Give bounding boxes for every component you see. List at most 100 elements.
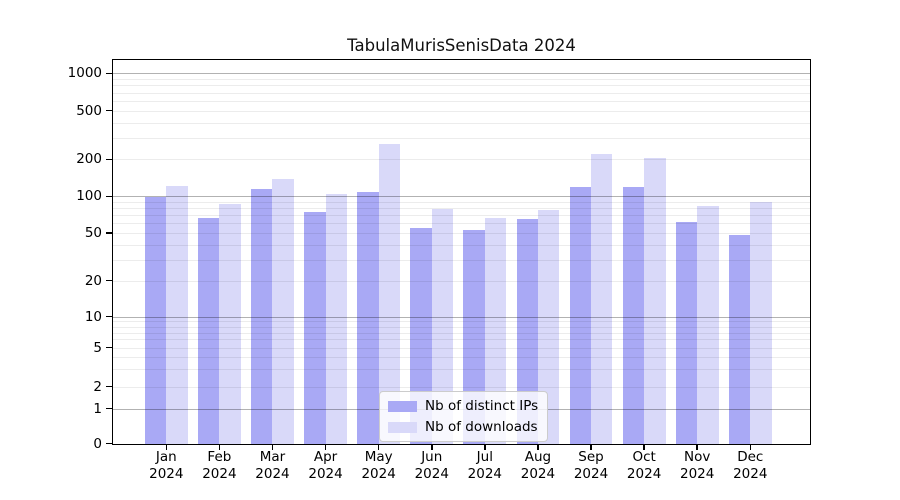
x-tick-label-line: 2024 <box>149 465 184 482</box>
y-tickmark <box>105 407 113 410</box>
bar-nb-of-distinct-ips <box>251 189 273 445</box>
x-tick-label: May 2024 <box>349 449 409 482</box>
gridline-minor <box>113 215 810 217</box>
y-tickmark <box>105 72 113 75</box>
bar-nb-of-distinct-ips <box>357 192 379 445</box>
y-tickmark <box>105 158 113 161</box>
x-tick-label-line: 2024 <box>255 465 290 482</box>
x-tickmark <box>165 445 168 450</box>
y-tickmark <box>105 195 113 198</box>
x-tickmark <box>271 445 274 450</box>
gridline-major <box>113 73 810 75</box>
bar-nb-of-downloads <box>484 217 507 445</box>
x-tickmark <box>218 445 221 450</box>
x-tick-label-line: Jun <box>421 449 443 465</box>
gridline-minor <box>113 110 810 112</box>
bar-nb-of-distinct-ips <box>463 229 485 445</box>
legend-swatch-distinct-ips <box>388 400 417 412</box>
gridline-minor <box>113 321 810 323</box>
x-tickmark <box>431 445 433 450</box>
x-tick-label-line: 2024 <box>626 465 662 482</box>
x-tickmark <box>537 445 539 450</box>
gridline-major <box>113 196 810 198</box>
x-tick-label-line: 2024 <box>467 465 502 482</box>
x-tick-label-line: Mar <box>259 449 286 465</box>
gridline-minor <box>113 208 810 210</box>
x-tick-label-line: Dec <box>737 449 764 465</box>
gridline-minor <box>113 347 810 349</box>
y-tickmark <box>105 279 113 282</box>
bar-nb-of-downloads <box>697 206 719 445</box>
gridline-minor <box>113 332 810 334</box>
gridline-minor <box>113 159 810 161</box>
gridline-minor <box>113 369 810 371</box>
y-tickmark <box>105 442 113 445</box>
x-tick-label-line: 2024 <box>733 465 768 482</box>
bar-nb-of-distinct-ips <box>728 235 751 445</box>
gridline-minor <box>113 280 810 282</box>
plot-area <box>113 60 810 445</box>
x-tick-label: Jul 2024 <box>455 449 515 482</box>
x-tick-label-line: 2024 <box>414 465 449 482</box>
gridline-minor <box>113 223 810 225</box>
x-tick-label-line: Jul <box>476 449 493 465</box>
gridline-minor <box>113 100 810 102</box>
gridline-minor <box>113 78 810 80</box>
gridline-minor <box>113 137 810 139</box>
x-tick-label-line: 2024 <box>202 465 237 482</box>
y-tick-label: 200 <box>76 151 102 168</box>
x-tickmark <box>749 445 752 450</box>
x-tick-label-line: May <box>364 449 393 465</box>
y-tickmark <box>105 109 113 112</box>
bar-nb-of-distinct-ips <box>197 218 220 445</box>
bar-nb-of-distinct-ips <box>410 227 432 445</box>
bar-nb-of-downloads <box>644 157 666 445</box>
x-tick-label: Nov 2024 <box>667 449 727 482</box>
x-tick-label-line: Apr <box>313 449 338 465</box>
x-tick-label: Aug 2024 <box>508 449 568 482</box>
bar-nb-of-downloads <box>537 210 560 445</box>
bar-nb-of-distinct-ips <box>516 219 538 445</box>
bar-nb-of-downloads <box>272 178 294 445</box>
bar-nb-of-downloads <box>591 154 613 445</box>
x-tick-label: Apr 2024 <box>296 449 356 482</box>
bar-nb-of-distinct-ips <box>304 212 326 445</box>
x-tick-label-line: 2024 <box>520 465 556 482</box>
gridline-minor <box>113 339 810 341</box>
gridline-minor <box>113 122 810 124</box>
y-tick-label: 2 <box>93 378 102 395</box>
gridline-minor <box>113 92 810 94</box>
legend-item-downloads: Nb of downloads <box>388 419 538 435</box>
y-tickmark <box>105 315 113 318</box>
y-tick-label: 1 <box>93 400 102 417</box>
y-tick-label: 10 <box>84 308 102 325</box>
chart-title: TabulaMurisSenisData 2024 <box>347 36 576 55</box>
gridline-major <box>113 316 810 318</box>
y-tick-label: 50 <box>84 225 102 241</box>
gridline-minor <box>113 357 810 359</box>
bar-nb-of-distinct-ips <box>144 197 167 445</box>
y-tick-label: 500 <box>76 102 102 119</box>
x-tick-label: Mar 2024 <box>242 449 302 482</box>
y-tickmark <box>105 385 113 388</box>
gridline-minor <box>113 244 810 246</box>
bar-nb-of-downloads <box>750 201 772 445</box>
x-tick-label-line: 2024 <box>308 465 343 482</box>
x-tick-label: Feb 2024 <box>189 449 249 482</box>
x-tick-label: Jan 2024 <box>136 449 196 482</box>
gridline-minor <box>113 85 810 87</box>
x-tick-label-line: Jan <box>155 449 177 465</box>
x-tick-label-line: Feb <box>207 449 232 465</box>
bar-nb-of-downloads <box>378 143 401 445</box>
bar-nb-of-distinct-ips <box>675 221 698 445</box>
x-tickmark <box>484 445 486 450</box>
bar-nb-of-downloads <box>166 185 188 445</box>
bar-nb-of-downloads <box>219 204 241 445</box>
x-tickmark <box>696 445 698 450</box>
gridline-minor <box>113 201 810 203</box>
y-tickmark <box>105 346 113 349</box>
bar-nb-of-distinct-ips <box>622 186 645 445</box>
y-tick-label: 5 <box>93 339 102 356</box>
x-tickmark <box>590 445 592 450</box>
y-tick-label: 20 <box>84 272 102 289</box>
